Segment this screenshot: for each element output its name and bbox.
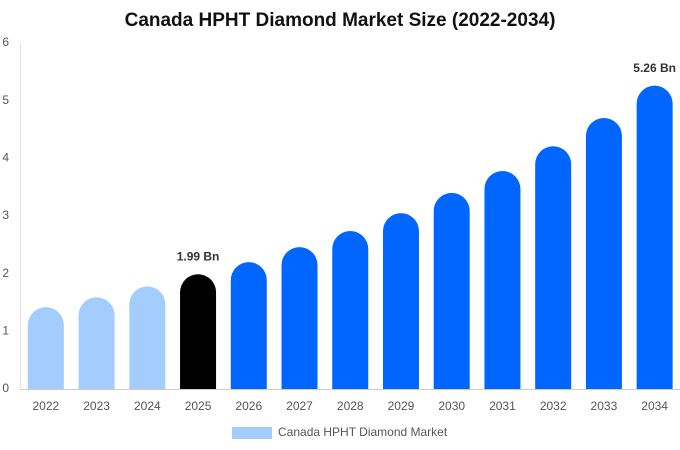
bar xyxy=(281,247,318,389)
bar xyxy=(382,213,419,389)
chart-title: Canada HPHT Diamond Market Size (2022-20… xyxy=(125,10,556,31)
x-tick-label: 2022 xyxy=(33,399,60,413)
x-tick-label: 2026 xyxy=(235,399,262,413)
y-tick-label: 2 xyxy=(2,266,9,280)
bar xyxy=(332,230,369,389)
y-tick-label: 5 xyxy=(2,93,9,107)
bar xyxy=(129,286,166,389)
bar xyxy=(180,274,217,389)
x-tick-label: 2029 xyxy=(388,399,415,413)
bar xyxy=(535,146,572,389)
bar xyxy=(636,85,673,389)
y-tick-label: 1 xyxy=(2,324,9,338)
y-tick-label: 4 xyxy=(2,151,9,165)
x-tick-label: 2032 xyxy=(540,399,567,413)
bar xyxy=(484,171,521,389)
legend-label: Canada HPHT Diamond Market xyxy=(278,425,448,439)
x-tick-label: 2033 xyxy=(591,399,618,413)
x-tick-label: 2023 xyxy=(83,399,110,413)
bar xyxy=(78,297,115,389)
bar xyxy=(27,307,64,389)
bar xyxy=(585,117,622,389)
x-tick-label: 2025 xyxy=(185,399,212,413)
x-tick-label: 2031 xyxy=(489,399,516,413)
legend-swatch xyxy=(232,427,272,439)
bar xyxy=(433,192,470,389)
x-tick-label: 2030 xyxy=(438,399,465,413)
x-tick-label: 2024 xyxy=(134,399,161,413)
data-label: 5.26 Bn xyxy=(633,61,676,75)
x-tick-label: 2028 xyxy=(337,399,364,413)
bar xyxy=(230,262,267,389)
y-tick-label: 3 xyxy=(2,208,9,222)
y-tick-label: 6 xyxy=(2,35,9,49)
data-label: 1.99 Bn xyxy=(177,249,220,263)
y-tick-label: 0 xyxy=(2,381,9,395)
x-tick-label: 2027 xyxy=(286,399,313,413)
x-tick-label: 2034 xyxy=(641,399,668,413)
